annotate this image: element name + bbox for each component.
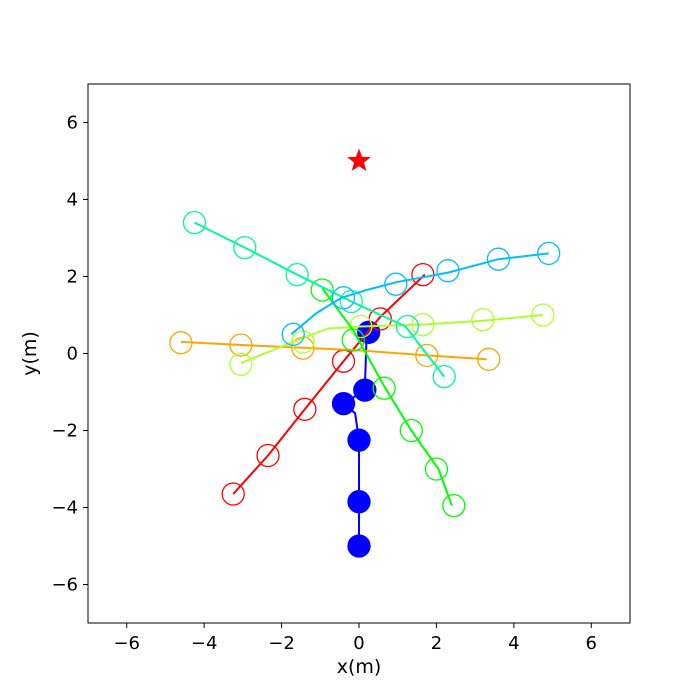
series-2-point-1 bbox=[229, 333, 253, 357]
y-axis-label: y(m) bbox=[19, 331, 41, 376]
series-0-point-4 bbox=[353, 378, 377, 402]
series-6-point-5 bbox=[537, 241, 561, 266]
series-1-line bbox=[232, 273, 426, 495]
series-2 bbox=[169, 331, 501, 371]
series-6-line bbox=[290, 252, 549, 336]
series-6-point-4 bbox=[486, 247, 511, 271]
goal-layer bbox=[347, 148, 371, 172]
series-6-point-3 bbox=[436, 259, 460, 283]
series-6 bbox=[281, 241, 561, 346]
series-5-point-4 bbox=[395, 314, 420, 339]
series-4-point-1 bbox=[341, 328, 365, 352]
series-4-line bbox=[321, 287, 453, 506]
series-layer bbox=[169, 210, 561, 558]
series-5-point-1 bbox=[233, 235, 257, 260]
y-tick-label: −4 bbox=[51, 498, 78, 519]
series-3-point-4 bbox=[471, 307, 495, 332]
series-2-point-3 bbox=[415, 343, 439, 368]
series-6-point-0 bbox=[281, 322, 305, 346]
x-tick-label: 0 bbox=[353, 633, 364, 654]
series-1 bbox=[221, 262, 435, 506]
y-tick-label: 0 bbox=[67, 344, 78, 365]
y-tick-label: −2 bbox=[51, 421, 78, 442]
series-0-point-0 bbox=[347, 534, 371, 558]
series-3-point-3 bbox=[411, 312, 435, 337]
x-tick-label: −4 bbox=[191, 633, 218, 654]
y-tick-label: 2 bbox=[67, 267, 78, 288]
series-5-point-5 bbox=[432, 364, 456, 389]
x-tick-label: 6 bbox=[586, 633, 597, 654]
x-tick-label: 2 bbox=[431, 633, 442, 654]
y-tick-label: 6 bbox=[67, 113, 78, 134]
series-4-point-2 bbox=[372, 376, 396, 400]
x-axis-ticks: −6 −4 −2 0 2 4 6 bbox=[113, 623, 597, 654]
series-0-point-2 bbox=[347, 428, 371, 452]
series-5-line bbox=[194, 221, 445, 378]
series-5-point-0 bbox=[182, 210, 207, 235]
series-0-point-1 bbox=[347, 490, 371, 514]
x-axis-label: x(m) bbox=[337, 656, 382, 678]
series-0-point-3 bbox=[331, 391, 356, 416]
series-5-point-2 bbox=[285, 262, 309, 287]
series-3-point-1 bbox=[291, 330, 315, 354]
series-2-point-0 bbox=[169, 331, 193, 355]
series-6-point-1 bbox=[331, 286, 356, 310]
x-tick-label: 4 bbox=[508, 633, 519, 654]
y-tick-label: −6 bbox=[51, 575, 78, 596]
series-1-point-1 bbox=[256, 443, 280, 468]
series-4-point-5 bbox=[442, 493, 466, 518]
series-4-point-4 bbox=[424, 457, 449, 481]
x-tick-label: −2 bbox=[268, 633, 295, 654]
series-2-line bbox=[180, 340, 487, 361]
x-tick-label: −6 bbox=[113, 633, 140, 654]
goal-star-marker bbox=[347, 148, 371, 172]
series-1-point-2 bbox=[293, 397, 317, 421]
series-3-point-0 bbox=[229, 352, 253, 376]
series-4-point-3 bbox=[399, 418, 423, 443]
y-tick-label: 4 bbox=[67, 190, 78, 211]
series-4-point-0 bbox=[310, 278, 334, 302]
series-5 bbox=[182, 210, 456, 389]
series-1-point-0 bbox=[221, 482, 245, 506]
series-3-point-5 bbox=[531, 303, 555, 327]
series-6-point-2 bbox=[384, 272, 408, 296]
y-axis-ticks: −6 −4 −2 0 2 4 6 bbox=[51, 113, 88, 596]
series-2-point-4 bbox=[477, 347, 501, 371]
series-4 bbox=[310, 278, 466, 518]
